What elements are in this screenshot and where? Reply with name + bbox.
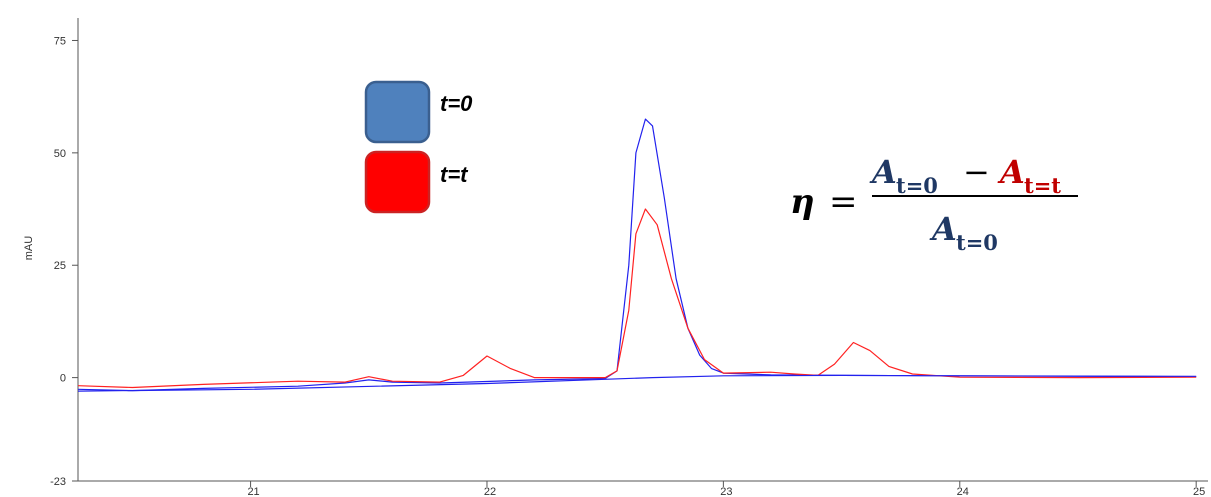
eq-numerator-b: A [997, 153, 1025, 191]
y-tick-label: -23 [50, 476, 66, 488]
y-tick-label: 75 [54, 35, 66, 47]
series-lines [77, 118, 1197, 392]
legend-swatch-t0 [364, 80, 431, 144]
y-axis-label: mAU [23, 236, 35, 261]
x-tick-label: 24 [957, 486, 969, 497]
x-tick-label: 21 [247, 486, 259, 497]
efficiency-equation: η = A t=0 − A t=t A t=0 [790, 153, 1078, 255]
eq-denominator-sub: t=0 [956, 230, 998, 255]
y-tick-label: 25 [54, 260, 66, 272]
x-tick-label: 25 [1193, 486, 1205, 497]
x-tick-label: 22 [484, 486, 496, 497]
eq-numerator-a-sub: t=0 [896, 173, 938, 198]
eq-denominator: A [929, 210, 957, 248]
axes: -23 0 25 50 75 21 22 23 24 25 [50, 18, 1208, 497]
legend-swatch-tt [364, 150, 431, 214]
series-line-baseline [77, 374, 1197, 392]
x-tick-label: 23 [720, 486, 732, 497]
eq-equals: = [829, 182, 858, 222]
eq-lhs: η [790, 182, 815, 222]
eq-numerator-a: A [869, 153, 897, 191]
legend: t=0 t=t [364, 80, 473, 214]
y-tick-label: 0 [60, 373, 66, 385]
eq-numerator-b-sub: t=t [1024, 173, 1061, 198]
legend-label-t0: t=0 [440, 91, 473, 116]
legend-label-tt: t=t [440, 162, 469, 187]
eq-minus: − [963, 153, 990, 191]
series-line-tt [77, 208, 1197, 389]
y-tick-label: 50 [54, 148, 66, 160]
series-line-t0 [77, 118, 1197, 392]
